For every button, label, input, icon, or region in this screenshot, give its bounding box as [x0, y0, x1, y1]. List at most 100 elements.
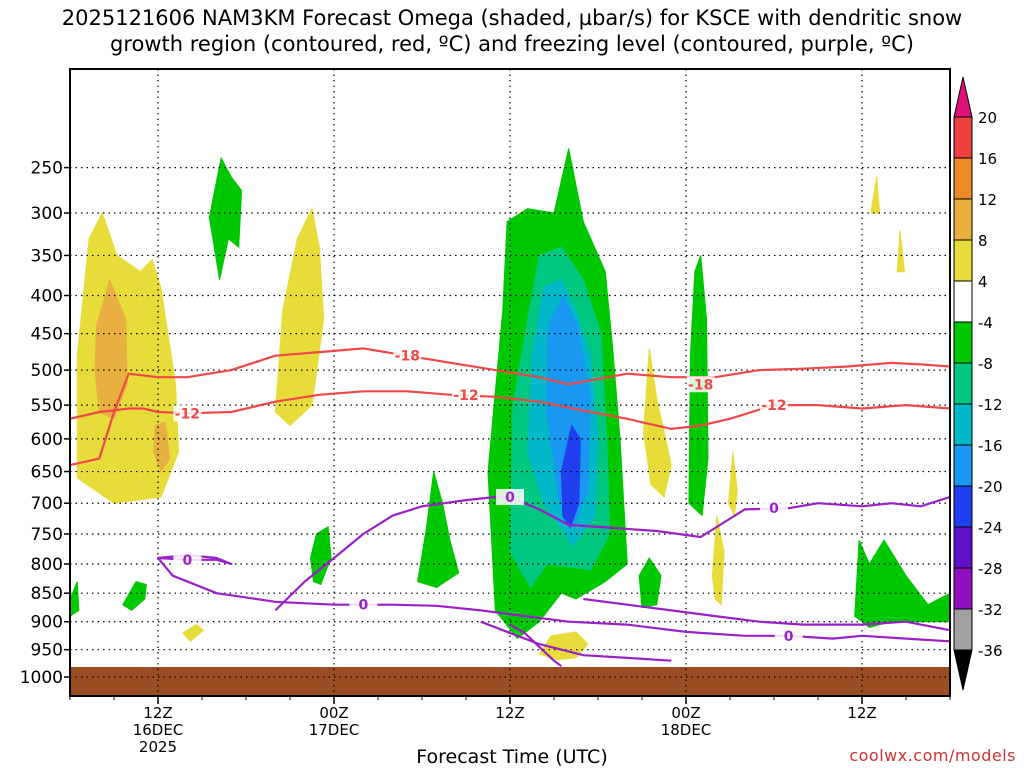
- x-tick-label: 2025: [139, 738, 177, 756]
- temp-contour-line: [274, 495, 950, 612]
- omega-region: [309, 525, 332, 586]
- omega-region: [560, 424, 581, 530]
- colorbar-swatch: [953, 198, 973, 241]
- x-tick-label: 17DEC: [309, 721, 360, 739]
- contour-label-bg: [760, 397, 788, 414]
- pressure-axis: 250 300 350 400 450 500 550 600 650 700 750 800 850 9…: [20, 159, 70, 688]
- colorbar-swatch: [953, 116, 973, 159]
- omega-region: [153, 421, 171, 473]
- colorbar-label: -28: [978, 560, 1003, 578]
- contour-label: -18: [395, 349, 420, 365]
- y-tick-label: 750: [31, 525, 63, 545]
- colorbar-swatch: [953, 280, 973, 323]
- x-tick-label: 12Z: [847, 704, 876, 722]
- y-tick-label: 900: [31, 613, 63, 633]
- chart-title-line-2: growth region (contoured, red, ºC) and f…: [110, 32, 914, 56]
- contour-label-bg: [452, 386, 480, 403]
- contour-label: -12: [453, 388, 478, 404]
- temp-contour-line: [583, 597, 950, 632]
- omega-region: [94, 278, 128, 420]
- y-tick-label: 300: [31, 204, 63, 224]
- y-tick-label: 600: [31, 430, 63, 450]
- omega-region: [896, 230, 906, 273]
- colorbar-label: -24: [978, 519, 1003, 537]
- colorbar-over-arrow: [953, 76, 973, 118]
- colorbar-label: -32: [978, 601, 1003, 619]
- temp-contour-line: [480, 620, 672, 662]
- omega-region: [417, 471, 460, 588]
- omega-region: [870, 176, 881, 214]
- contour-label-bg: [760, 500, 788, 517]
- colorbar-swatch: [953, 403, 973, 446]
- y-tick-label: 850: [31, 584, 63, 604]
- omega-region: [182, 623, 205, 642]
- x-tick-label: 12Z: [143, 704, 172, 722]
- x-tick-label: 00Z: [319, 704, 348, 722]
- colorbar-label: -8: [978, 355, 993, 373]
- colorbar-swatch: [953, 567, 973, 610]
- y-tick-label: 250: [31, 159, 63, 179]
- colorbar-swatch: [953, 239, 973, 282]
- colorbar-label: 8: [978, 232, 988, 250]
- x-tick-label: 18DEC: [661, 721, 712, 739]
- x-tick-label: 12Z: [495, 704, 524, 722]
- y-tick-label: 550: [31, 396, 63, 416]
- omega-region: [854, 539, 950, 628]
- omega-region: [274, 207, 325, 427]
- chart-title-line-1: 2025121606 NAM3KM Forecast Omega (shaded…: [61, 6, 963, 30]
- omega-region: [638, 557, 662, 609]
- contour-label-bg: [173, 551, 202, 568]
- contour-label: 0: [182, 553, 192, 569]
- omega-region: [70, 581, 80, 617]
- y-tick-label: 1000: [20, 668, 63, 688]
- x-tick-label: 16DEC: [133, 721, 184, 739]
- colorbar-swatch: [953, 444, 973, 487]
- contour-label-bg: [393, 347, 422, 364]
- x-tick-label: 00Z: [671, 704, 700, 722]
- omega-region: [727, 452, 738, 518]
- colorbar-swatch: [953, 362, 973, 405]
- colorbar: 20 16 12 8 4 -4 -8 -12 -16 -20 -24 -28 -32 -36: [953, 76, 1003, 691]
- colorbar-label: -4: [978, 314, 993, 332]
- omega-shaded-regions: [70, 148, 950, 661]
- contour-label-bg: [496, 488, 524, 505]
- contour-label: -12: [175, 406, 200, 422]
- grid-lines: [70, 69, 950, 696]
- omega-region: [122, 581, 147, 612]
- omega-region: [208, 156, 243, 280]
- colorbar-swatch: [953, 485, 973, 528]
- temp-contour-line: [509, 623, 562, 667]
- y-tick-label: 400: [31, 287, 63, 307]
- contour-label: 0: [769, 501, 779, 517]
- contour-label: 0: [358, 598, 368, 614]
- colorbar-label: 20: [978, 109, 997, 127]
- contour-label-bg: [686, 376, 715, 393]
- colorbar-label: 4: [978, 273, 988, 291]
- temp-contour-line: [70, 347, 950, 467]
- omega-region: [711, 515, 725, 606]
- x-axis-label: Forecast Time (UTC): [416, 746, 608, 768]
- colorbar-swatch: [953, 608, 973, 651]
- y-tick-label: 950: [31, 641, 63, 661]
- contour-label-bg: [349, 596, 378, 613]
- y-tick-label: 800: [31, 555, 63, 575]
- colorbar-label: -16: [978, 437, 1003, 455]
- colorbar-label: 16: [978, 150, 997, 168]
- y-tick-label: 450: [31, 325, 63, 345]
- colorbar-label: -20: [978, 478, 1003, 496]
- omega-region: [642, 348, 672, 498]
- y-tick-label: 650: [31, 463, 63, 483]
- colorbar-swatch: [953, 157, 973, 200]
- contour-label: 0: [505, 490, 515, 506]
- contour-label: -18: [688, 377, 713, 393]
- colorbar-swatch: [953, 526, 973, 569]
- contour-labels: -18 -18 -12 -12 -12 0 0 0 0 0: [173, 347, 803, 645]
- colorbar-swatch: [953, 321, 973, 364]
- source-credit: coolwx.com/models: [849, 746, 1016, 765]
- colorbar-under-arrow: [953, 649, 973, 691]
- contour-label-bg: [173, 405, 202, 422]
- colorbar-label: -12: [978, 396, 1003, 414]
- y-tick-label: 350: [31, 246, 63, 266]
- y-tick-label: 700: [31, 494, 63, 514]
- contour-label: -12: [761, 398, 786, 414]
